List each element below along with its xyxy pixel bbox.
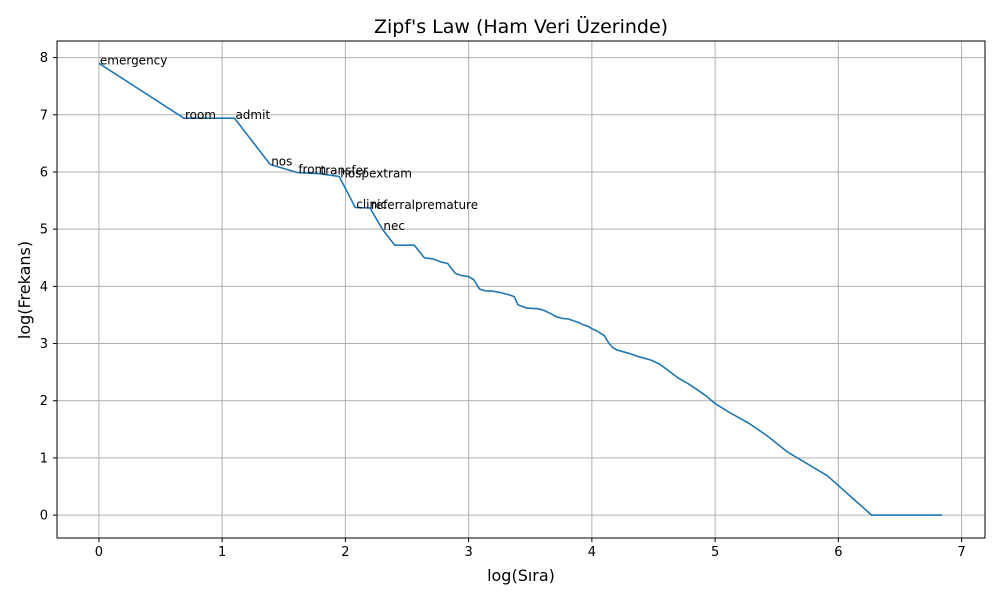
x-tick-label: 0 [95,545,103,560]
grid-lines [57,41,985,538]
word-annotation: referralpremature [371,198,478,212]
word-annotation: from [298,163,326,177]
word-annotation: nos [271,155,292,169]
word-annotation: nec [383,219,405,233]
word-annotation: clinic [356,197,387,211]
y-axis-label: log(Frekans) [15,241,34,339]
y-tick-label: 8 [40,51,48,66]
word-annotation: hospextram [340,167,412,181]
y-tick-label: 0 [40,509,48,524]
y-tick-label: 4 [40,280,48,295]
x-tick-label: 7 [957,545,965,560]
x-tick-label: 4 [588,545,596,560]
y-tick-label: 5 [40,223,48,238]
plot-frame [56,40,986,539]
x-tick-label: 5 [711,545,719,560]
chart-title: Zipf's Law (Ham Veri Üzerinde) [374,15,668,38]
word-annotation: transfer [321,164,368,178]
series-layer [98,62,942,516]
y-tick-label: 6 [40,165,48,180]
y-tick-label: 2 [40,394,48,409]
word-annotation: admit [235,108,270,122]
y-tick-label: 3 [40,337,48,352]
x-tick-label: 3 [464,545,472,560]
y-tick-label: 1 [40,451,48,466]
y-tick-label: 7 [40,108,48,123]
x-axis-label: log(Sıra) [487,566,555,585]
annotation-layer: emergency room admit nosfromtransferhospext… [100,53,478,233]
tick-layer: 0 1 2 3 4 5 6 7 0 1 2 3 4 5 6 7 8 [40,51,966,560]
word-annotation: room [185,108,216,122]
series-line [98,62,942,516]
x-tick-label: 1 [218,545,226,560]
x-tick-label: 6 [834,545,842,560]
word-annotation: emergency [100,53,167,67]
x-tick-label: 2 [341,545,349,560]
